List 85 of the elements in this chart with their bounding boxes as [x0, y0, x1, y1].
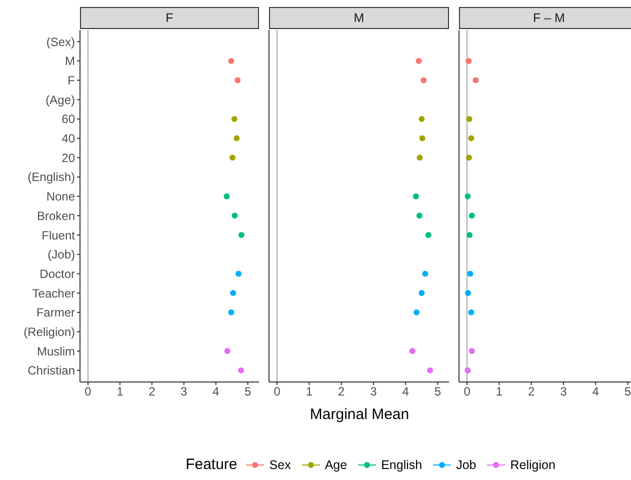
y-tick-label: Christian: [28, 364, 75, 378]
point: [409, 348, 416, 354]
chart-title: F – M: [459, 7, 631, 29]
point: [466, 154, 472, 161]
point: [238, 232, 244, 238]
point: [229, 154, 236, 161]
point: [419, 135, 426, 142]
point: [418, 116, 425, 122]
point: [230, 290, 236, 296]
point: [224, 348, 230, 354]
point: [236, 270, 242, 277]
y-tick-label: Teacher: [32, 286, 75, 300]
x-tick-label: 4: [402, 384, 410, 399]
point: [425, 232, 432, 238]
legend-title: Feature: [186, 456, 238, 473]
point: [420, 77, 427, 84]
point: [466, 58, 472, 64]
legend-label: English: [381, 458, 422, 472]
point: [416, 212, 422, 219]
y-tick-label: Doctor: [40, 266, 76, 281]
y-tick-label: 20: [62, 150, 76, 165]
x-tick-label: 5: [624, 384, 631, 399]
point: [228, 58, 234, 64]
point: [466, 232, 473, 238]
point: [416, 58, 422, 64]
x-tick-label: 0: [274, 384, 281, 399]
x-tick-label: 0: [84, 384, 92, 399]
point: [234, 77, 241, 84]
legend-label: Sex: [269, 458, 291, 472]
chart-title: F: [80, 7, 259, 29]
y-tick-label: Fluent: [42, 228, 76, 242]
x-tick-label: 2: [148, 384, 156, 399]
x-tick-label: 3: [370, 384, 378, 399]
point: [416, 154, 423, 161]
y-tick-label: (Religion): [24, 324, 75, 339]
x-tick-label: 5: [244, 384, 252, 399]
x-tick-label: 5: [434, 384, 442, 399]
point: [427, 367, 434, 374]
y-tick-label: F: [68, 74, 75, 88]
point: [414, 309, 420, 316]
point: [472, 77, 479, 84]
y-tick-label: M: [65, 54, 75, 68]
x-tick-label: 3: [180, 384, 188, 399]
y-tick-label: Farmer: [36, 306, 75, 320]
point: [422, 270, 428, 277]
point: [468, 309, 474, 316]
point: [234, 135, 240, 142]
legend-label: Job: [456, 458, 476, 472]
y-tick-label: (Age): [46, 92, 76, 107]
point: [231, 116, 238, 122]
x-tick-label: 0: [464, 384, 471, 399]
point: [232, 212, 238, 219]
y-tick-label: (English): [28, 170, 75, 184]
point: [228, 309, 234, 316]
y-tick-label: None: [46, 190, 76, 204]
legend-label: Age: [324, 458, 348, 472]
x-tick-label: 3: [560, 384, 568, 399]
point: [467, 270, 474, 277]
point: [468, 212, 475, 219]
point: [464, 367, 471, 374]
y-tick-label: 60: [62, 112, 76, 126]
x-axis-title: Marginal Mean: [308, 406, 410, 423]
y-tick-label: Broken: [36, 208, 75, 223]
point: [412, 193, 419, 200]
x-tick-label: 1: [496, 384, 503, 399]
point: [465, 290, 471, 296]
x-tick-label: 4: [212, 384, 220, 399]
chart-title: M: [269, 7, 449, 29]
point: [468, 348, 475, 354]
point: [468, 135, 474, 142]
x-tick-label: 1: [306, 384, 313, 399]
y-tick-label: Muslim: [37, 344, 75, 358]
point: [418, 290, 425, 296]
point: [464, 193, 471, 200]
x-tick-label: 1: [116, 384, 124, 399]
point: [466, 116, 472, 122]
point: [238, 367, 244, 374]
y-tick-label: 40: [62, 132, 76, 146]
x-tick-label: 2: [528, 384, 535, 399]
legend-label: Religion: [510, 458, 556, 472]
y-tick-label: (Sex): [46, 34, 75, 49]
x-tick-label: 4: [592, 384, 600, 399]
x-tick-label: 2: [338, 384, 345, 399]
point: [224, 193, 230, 200]
y-tick-label: (Job): [48, 248, 75, 262]
